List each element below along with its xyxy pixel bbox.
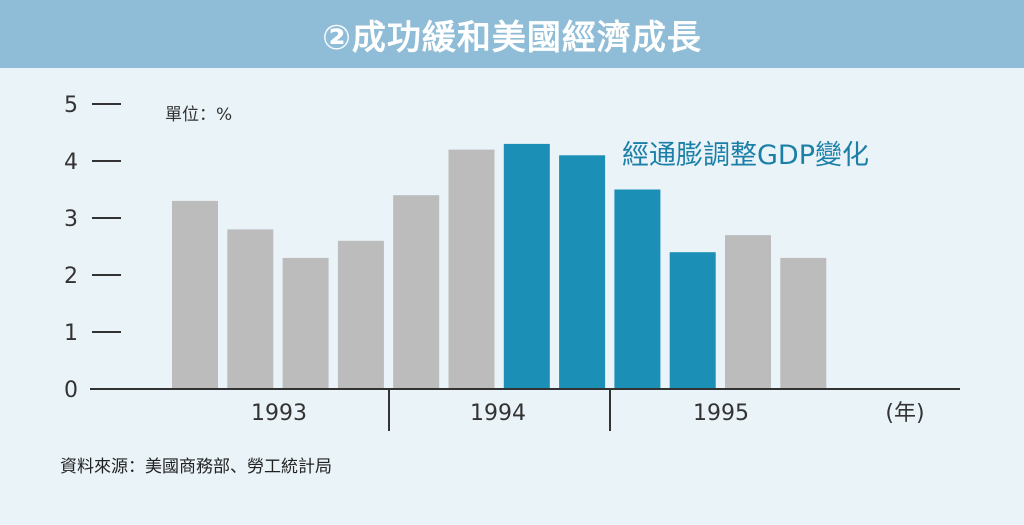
bar [725,235,771,389]
bar [559,155,606,389]
chart-title: ②成功緩和美國經濟成長 [322,17,702,58]
bar [227,229,274,389]
y-tick-label: 5 [64,93,78,118]
bar [614,189,661,389]
gdp-bar-chart: 0 1 2 3 4 5 單位：% 1993 1994 1995 (年) 經通膨調整GDP變化 [64,93,960,431]
bar [282,257,329,389]
y-tick-label: 4 [64,150,78,175]
x-year-label: 1993 [251,401,307,426]
bar [393,195,440,389]
unit-label: 單位：% [165,105,232,125]
y-tick-label: 2 [64,264,78,289]
source-note: 資料來源：美國商務部、勞工統計局 [60,457,332,477]
y-tick-label: 0 [64,378,78,403]
x-year-label: 1995 [693,401,749,426]
x-unit-label: (年) [885,401,924,426]
bar [780,257,827,389]
series-annotation: 經通膨調整GDP變化 [622,140,869,171]
title-bar: ②成功緩和美國經濟成長 [0,0,1024,68]
y-tick-label: 3 [64,207,78,232]
x-year-label: 1994 [470,401,526,426]
bar [448,149,495,389]
bar [172,200,218,389]
bar [337,240,384,389]
y-tick-label: 1 [64,321,78,346]
bar [669,252,716,389]
bar [503,143,550,389]
